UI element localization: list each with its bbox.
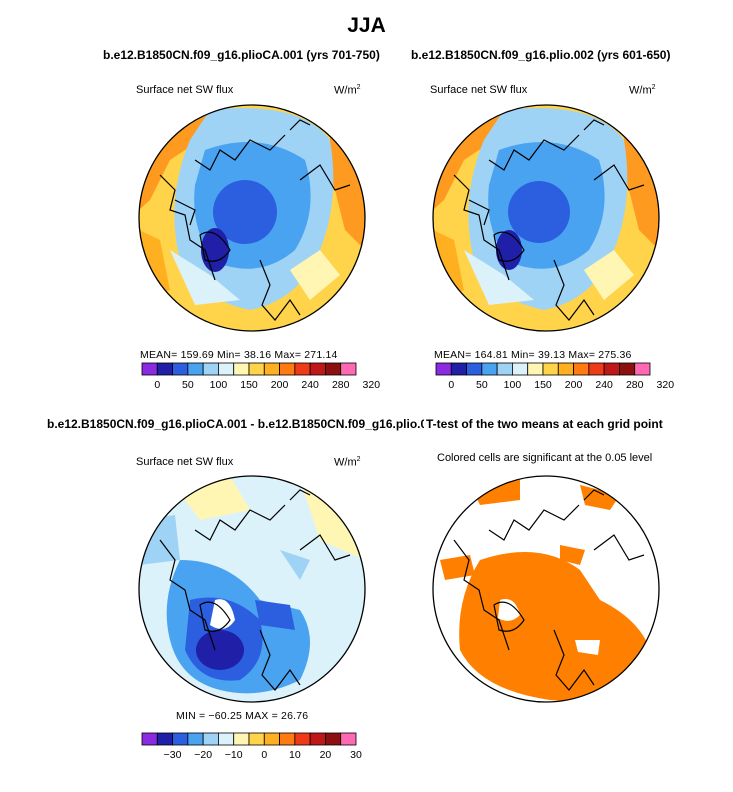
colorbar-tick-label: 240 xyxy=(595,379,613,391)
map-1-border xyxy=(138,104,366,332)
colorbar-tick-label: 100 xyxy=(504,379,522,391)
colorbar-swatch xyxy=(573,362,590,376)
map-3-border xyxy=(138,475,366,703)
colorbar-swatch xyxy=(294,732,311,746)
colorbar-swatch xyxy=(202,732,219,746)
map-1 xyxy=(139,105,365,331)
colorbar-tick-label: 10 xyxy=(289,749,301,761)
colorbar-tick-label: −30 xyxy=(164,749,182,761)
colorbar-swatch xyxy=(141,362,158,376)
colorbar-swatch xyxy=(435,362,452,376)
colorbar-swatch xyxy=(325,732,342,746)
map-4 xyxy=(433,476,659,702)
colorbar-swatch xyxy=(202,362,219,376)
panel-2-label: Surface net SW flux xyxy=(430,84,528,96)
colorbar-3: −30 −20 −10 0 10 20 30 xyxy=(141,732,362,761)
colorbar-tick-label: 150 xyxy=(240,379,258,391)
colorbar-swatch xyxy=(294,362,311,376)
colorbar-swatch xyxy=(340,732,357,746)
colorbar-swatch xyxy=(466,362,483,376)
panel-4-label: Colored cells are significant at the 0.0… xyxy=(437,452,653,464)
colorbar-tick-label: 0 xyxy=(448,379,454,391)
panel-3-label: Surface net SW flux xyxy=(136,456,234,468)
colorbar-tick-label: 100 xyxy=(210,379,228,391)
colorbar-tick-label: 200 xyxy=(271,379,289,391)
colorbar-tick-label: 320 xyxy=(363,379,381,391)
colorbar-tick-label: 280 xyxy=(626,379,644,391)
colorbar-2: 0 50 100 150 200 240 280 320 xyxy=(435,362,675,391)
panel-2-units: W/m2 xyxy=(629,84,656,97)
colorbar-swatch xyxy=(496,362,513,376)
colorbar-swatch xyxy=(248,732,265,746)
colorbar-swatch xyxy=(325,362,342,376)
panel-1-title: b.e12.B1850CN.f09_g16.plioCA.001 (yrs 70… xyxy=(103,48,380,62)
colorbar-swatch xyxy=(542,362,559,376)
panel-1-units: W/m2 xyxy=(334,84,361,97)
colorbar-swatch xyxy=(187,362,204,376)
colorbar-tick-label: 0 xyxy=(154,379,160,391)
colorbar-swatch xyxy=(309,732,326,746)
colorbar-swatch xyxy=(233,362,250,376)
figure-title: JJA xyxy=(347,14,386,37)
colorbar-tick-label: 320 xyxy=(657,379,675,391)
colorbar-swatch xyxy=(481,362,498,376)
colorbar-swatch xyxy=(263,362,280,376)
panel-3-units: W/m2 xyxy=(334,456,361,469)
colorbar-tick-label: 0 xyxy=(261,749,267,761)
colorbar-tick-label: 150 xyxy=(534,379,552,391)
colorbar-swatch xyxy=(309,362,326,376)
panel-2-title: b.e12.B1850CN.f09_g16.plio.002 (yrs 601-… xyxy=(411,48,671,62)
colorbar-1: 0 50 100 150 200 240 280 320 xyxy=(141,362,381,391)
colorbar-swatch xyxy=(141,732,158,746)
colorbar-swatch xyxy=(279,362,296,376)
panel-4-title: T-test of the two means at each grid poi… xyxy=(424,417,663,431)
colorbar-tick-label: 280 xyxy=(332,379,350,391)
colorbar-swatch xyxy=(233,732,250,746)
map-4-border xyxy=(432,475,660,703)
colorbar-swatch xyxy=(156,362,173,376)
colorbar-swatch xyxy=(340,362,357,376)
colorbar-tick-label: 200 xyxy=(565,379,583,391)
colorbar-swatch xyxy=(172,362,189,376)
panel-1-stats: MEAN= 159.69 Min= 38.16 Max= 271.14 xyxy=(140,349,338,361)
colorbar-tick-label: 20 xyxy=(320,749,332,761)
colorbar-swatch xyxy=(527,362,544,376)
colorbar-swatch xyxy=(156,732,173,746)
panel-3-stats: MIN = −60.25 MAX = 26.76 xyxy=(176,710,309,722)
colorbar-swatch xyxy=(588,362,605,376)
colorbar-swatch xyxy=(263,732,280,746)
panel-2-stats: MEAN= 164.81 Min= 39.13 Max= 275.36 xyxy=(434,349,632,361)
colorbar-tick-label: 50 xyxy=(476,379,488,391)
colorbar-swatch xyxy=(634,362,651,376)
colorbar-tick-label: −10 xyxy=(225,749,243,761)
map-3 xyxy=(139,476,365,702)
colorbar-swatch xyxy=(619,362,636,376)
colorbar-tick-label: −20 xyxy=(194,749,212,761)
map-2-border xyxy=(432,104,660,332)
colorbar-tick-label: 30 xyxy=(350,749,362,761)
colorbar-swatch xyxy=(557,362,574,376)
colorbar-tick-label: 50 xyxy=(182,379,194,391)
colorbar-tick-label: 240 xyxy=(301,379,319,391)
colorbar-swatch xyxy=(248,362,265,376)
colorbar-swatch xyxy=(172,732,189,746)
colorbar-swatch xyxy=(218,732,235,746)
panel-3-title: b.e12.B1850CN.f09_g16.plioCA.001 - b.e12… xyxy=(47,417,441,431)
colorbar-swatch xyxy=(218,362,235,376)
colorbar-swatch xyxy=(450,362,467,376)
colorbar-swatch xyxy=(512,362,529,376)
map-2 xyxy=(433,105,659,331)
colorbar-swatch xyxy=(187,732,204,746)
panel-1-label: Surface net SW flux xyxy=(136,84,234,96)
colorbar-swatch xyxy=(603,362,620,376)
colorbar-swatch xyxy=(279,732,296,746)
